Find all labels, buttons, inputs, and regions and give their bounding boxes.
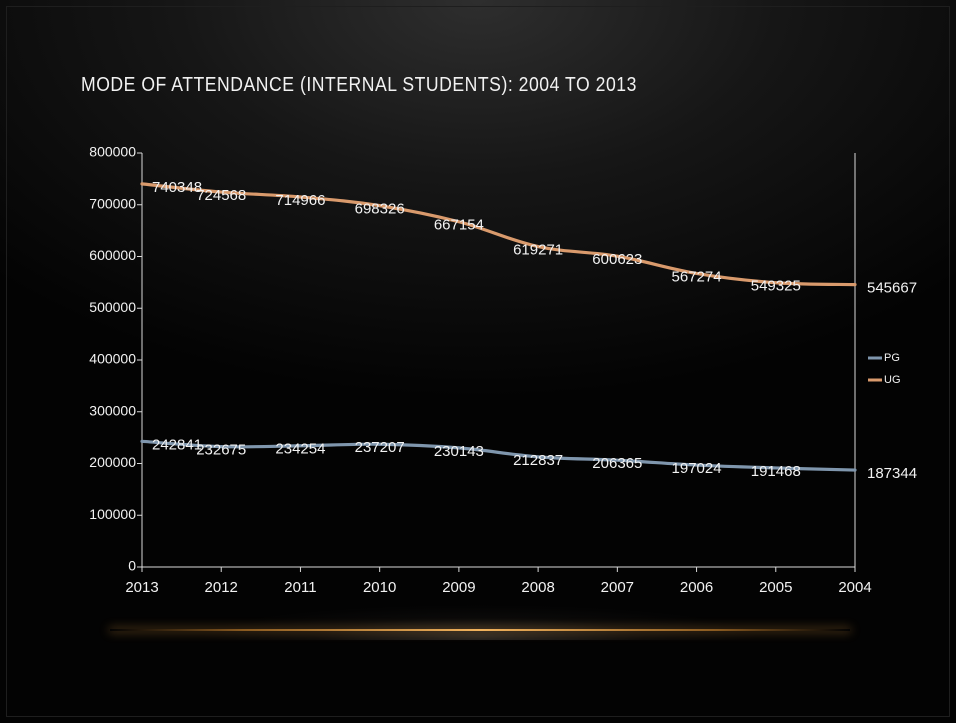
- data-label-ug: 567274: [672, 268, 722, 285]
- x-tick-label: 2004: [838, 579, 871, 596]
- y-tick-label: 800000: [89, 144, 136, 160]
- x-tick-label: 2011: [284, 579, 316, 596]
- data-label-ug: 545667: [867, 280, 917, 297]
- y-tick-label: 400000: [89, 351, 136, 367]
- data-label-pg: 230143: [434, 443, 484, 460]
- data-label-ug: 619271: [513, 241, 563, 258]
- legend-label-pg: PG: [884, 352, 900, 364]
- data-label-pg: 237207: [355, 439, 405, 456]
- y-tick-label: 100000: [89, 506, 136, 522]
- x-tick-label: 2009: [442, 579, 475, 596]
- data-label-pg: 242841: [152, 436, 202, 453]
- data-label-ug: 714966: [275, 192, 325, 209]
- x-tick-label: 2010: [363, 579, 396, 596]
- data-label-ug: 549325: [751, 278, 801, 295]
- data-label-pg: 191468: [751, 463, 801, 480]
- legend-label-ug: UG: [884, 374, 901, 386]
- x-tick-label: 2007: [601, 579, 634, 596]
- x-tick-label: 2013: [125, 579, 158, 596]
- data-label-pg: 206365: [592, 455, 642, 472]
- data-label-pg: 232675: [196, 442, 246, 459]
- series-line-pg: [140, 439, 857, 472]
- data-label-pg: 187344: [867, 465, 917, 482]
- x-tick-label: 2006: [680, 579, 713, 596]
- x-tick-label: 2012: [205, 579, 238, 596]
- slide-glow-line-decoration: [110, 629, 850, 631]
- data-label-ug: 740348: [152, 179, 202, 196]
- data-label-ug: 698326: [355, 201, 405, 218]
- x-tick-label: 2005: [759, 579, 792, 596]
- y-tick-label: 0: [128, 558, 136, 574]
- data-label-pg: 234254: [275, 441, 325, 458]
- data-label-ug: 724568: [196, 187, 246, 204]
- y-tick-label: 700000: [89, 195, 136, 211]
- x-tick-label: 2008: [521, 579, 554, 596]
- y-tick-label: 600000: [89, 247, 136, 263]
- data-label-ug: 667154: [434, 217, 484, 234]
- slide-title: MODE OF ATTENDANCE (INTERNAL STUDENTS): …: [81, 74, 637, 96]
- data-label-pg: 212837: [513, 452, 563, 469]
- y-tick-label: 500000: [89, 299, 136, 315]
- y-tick-label: 200000: [89, 454, 136, 470]
- series-line-ug: [140, 182, 857, 287]
- y-tick-label: 300000: [89, 402, 136, 418]
- data-label-pg: 197024: [672, 460, 722, 477]
- data-label-ug: 600623: [592, 251, 642, 268]
